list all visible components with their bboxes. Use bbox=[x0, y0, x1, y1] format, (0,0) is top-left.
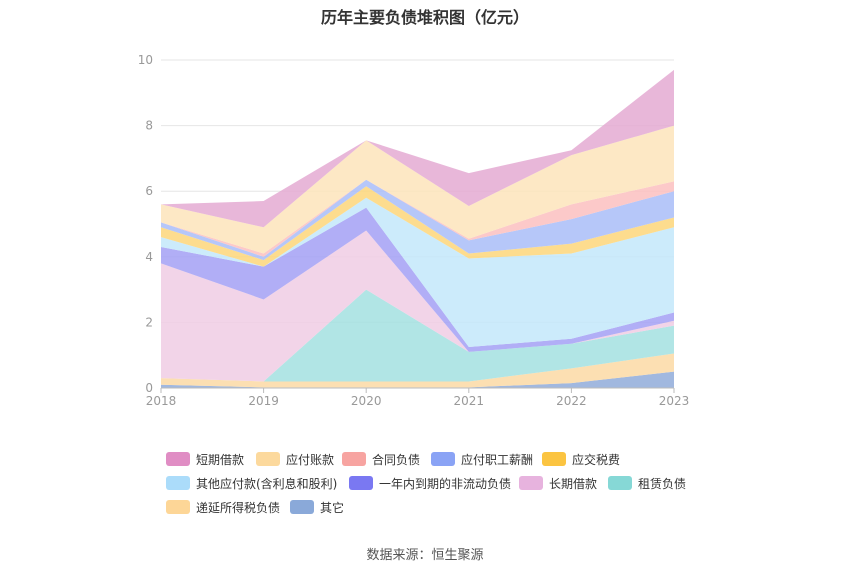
legend-label: 应付账款 bbox=[286, 452, 335, 467]
legend-label: 应交税费 bbox=[572, 452, 621, 467]
area-series-长期借款 bbox=[161, 230, 674, 382]
legend-label: 租赁负债 bbox=[638, 476, 687, 491]
area-series-短期借款 bbox=[161, 69, 674, 228]
legend-swatch bbox=[166, 500, 190, 514]
x-tick-label: 2023 bbox=[659, 394, 690, 408]
x-tick-label: 2022 bbox=[556, 394, 587, 408]
data-source: 数据来源：恒生聚源 bbox=[366, 548, 484, 563]
y-tick-label: 6 bbox=[145, 184, 153, 198]
legend-item[interactable]: 应付账款 bbox=[256, 447, 334, 471]
legend-item[interactable]: 递延所得税负债 bbox=[166, 495, 280, 519]
legend-item[interactable]: 合同负债 bbox=[342, 447, 420, 471]
area-series-应付账款 bbox=[161, 125, 674, 254]
legend-label: 其它 bbox=[320, 500, 345, 515]
area-series-其它 bbox=[161, 371, 674, 388]
legend-swatch bbox=[519, 476, 543, 490]
x-tick-label: 2018 bbox=[146, 394, 177, 408]
x-tick-label: 2021 bbox=[454, 394, 485, 408]
legend-swatch bbox=[166, 476, 190, 490]
legend-label: 短期借款 bbox=[196, 452, 245, 467]
y-tick-label: 4 bbox=[145, 250, 153, 264]
legend-item[interactable]: 短期借款 bbox=[166, 447, 244, 471]
y-tick-label: 8 bbox=[145, 119, 153, 133]
legend-swatch bbox=[542, 452, 566, 466]
area-series-应付职工薪酬 bbox=[161, 179, 674, 261]
axes: 0 2 4 6 8 10 2018 2019 2020 2021 2022 2023 bbox=[138, 53, 690, 408]
y-tick-label: 10 bbox=[138, 53, 153, 67]
area-series-一年内到期的非流动负债 bbox=[161, 207, 674, 352]
legend-swatch bbox=[608, 476, 632, 490]
stacked-area-chart: 0 2 4 6 8 10 2018 2019 2020 2021 2022 2023 bbox=[138, 53, 690, 408]
chart-title: 历年主要负债堆积图（亿元） bbox=[320, 8, 529, 27]
area-series bbox=[161, 69, 674, 388]
legend-label: 长期借款 bbox=[549, 476, 598, 491]
legend-item[interactable]: 其它 bbox=[290, 495, 344, 519]
legend-item[interactable]: 租赁负债 bbox=[608, 471, 686, 495]
area-series-合同负债 bbox=[161, 179, 674, 257]
legend-swatch bbox=[342, 452, 366, 466]
legend-swatch bbox=[349, 476, 373, 490]
legend-label: 一年内到期的非流动负债 bbox=[379, 476, 512, 491]
legend-item[interactable]: 其他应付款(含利息和股利) bbox=[166, 471, 337, 495]
legend-item[interactable]: 一年内到期的非流动负债 bbox=[349, 471, 511, 495]
legend-swatch bbox=[431, 452, 455, 466]
legend-label: 合同负债 bbox=[372, 452, 421, 467]
area-series-应交税费 bbox=[161, 186, 674, 267]
x-tick-label: 2019 bbox=[248, 394, 279, 408]
legend-item[interactable]: 应交税费 bbox=[542, 447, 620, 471]
legend-item[interactable]: 应付职工薪酬 bbox=[431, 447, 533, 471]
area-series-递延所得税负债 bbox=[161, 353, 674, 388]
y-tick-label: 2 bbox=[145, 315, 153, 329]
legend-label: 应付职工薪酬 bbox=[461, 452, 534, 467]
area-series-其他应付款(含利息和股利) bbox=[161, 197, 674, 347]
y-tick-label: 0 bbox=[145, 381, 153, 395]
legend-label: 递延所得税负债 bbox=[196, 500, 281, 515]
legend-swatch bbox=[166, 452, 190, 466]
legend-label: 其他应付款(含利息和股利) bbox=[196, 476, 338, 491]
legend-item[interactable]: 长期借款 bbox=[519, 471, 597, 495]
legend-swatch bbox=[256, 452, 280, 466]
legend-swatch bbox=[290, 500, 314, 514]
x-tick-label: 2020 bbox=[351, 394, 382, 408]
